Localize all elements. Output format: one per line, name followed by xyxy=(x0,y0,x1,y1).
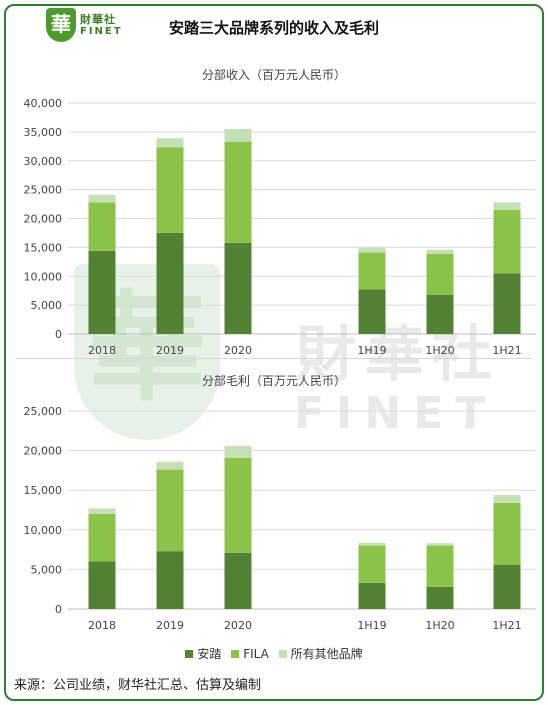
gross-profit-bar-other xyxy=(493,494,521,503)
revenue-x-tick-label: 2018 xyxy=(88,344,116,357)
gross-profit-bar-other xyxy=(426,543,454,546)
revenue-y-tick-label: 30,000 xyxy=(24,155,63,168)
gross-profit-bar-fila xyxy=(493,502,521,565)
gross-profit-x-tick-label: 2020 xyxy=(224,619,252,632)
revenue-bar-anta xyxy=(156,232,184,334)
revenue-y-tick-label: 20,000 xyxy=(24,213,63,226)
gross-profit-y-tick-label: 5,000 xyxy=(31,563,63,576)
gross-profit-bar-fila xyxy=(88,513,116,562)
legend-swatch-anta xyxy=(185,650,194,658)
gross-profit-bar-fila xyxy=(156,469,184,552)
revenue-bar-fila xyxy=(88,202,116,251)
watermark-text-en: FINET xyxy=(294,388,498,439)
legend: 安踏 FILA 所有其他品牌 xyxy=(6,645,542,662)
gross-profit-x-tick-label: 1H20 xyxy=(425,619,454,632)
revenue-y-tick-label: 0 xyxy=(55,328,62,341)
revenue-bar-fila xyxy=(493,209,521,274)
revenue-bar-fila xyxy=(426,253,454,295)
gross-profit-x-tick-label: 2018 xyxy=(88,619,116,632)
finet-logo: 華 財華社 FINET xyxy=(46,8,156,42)
revenue-x-tick-label: 1H19 xyxy=(357,344,386,357)
gross-profit-bar-other xyxy=(88,508,116,514)
revenue-y-tick-label: 35,000 xyxy=(24,126,63,139)
legend-item-other: 所有其他品牌 xyxy=(278,645,363,662)
revenue-bar-other xyxy=(426,249,454,254)
revenue-bar-other xyxy=(156,138,184,148)
revenue-chart: 0 5,000 10,000 15,000 20,000 25,000 30,000 35,0… xyxy=(24,97,536,357)
revenue-y-tick-label: 25,000 xyxy=(24,184,63,197)
revenue-bar-fila xyxy=(156,147,184,233)
revenue-bar-anta xyxy=(224,242,252,334)
gross-profit-bar-fila xyxy=(224,457,252,553)
gross-profit-y-tick-label: 25,000 xyxy=(24,405,63,418)
source-note: 来源：公司业绩，财华社汇总、估算及编制 xyxy=(14,678,262,693)
main-title: 安踏三大品牌系列的收入及毛利 xyxy=(168,19,379,37)
revenue-bar-anta xyxy=(493,273,521,334)
gross-profit-bar-fila xyxy=(358,545,386,583)
gross-profit-x-tick-label: 2019 xyxy=(156,619,184,632)
legend-label-fila: FILA xyxy=(243,647,269,661)
revenue-y-tick-label: 15,000 xyxy=(24,241,63,254)
gross-profit-bar-anta xyxy=(493,564,521,609)
gross-profit-bar-anta xyxy=(426,586,454,609)
logo-badge-icon: 華 xyxy=(46,8,76,42)
logo-text-cn: 財華社 xyxy=(80,13,116,26)
gross-profit-bar-fila xyxy=(426,545,454,587)
gross-profit-x-tick-label: 1H19 xyxy=(357,619,386,632)
logo-text-en: FINET xyxy=(80,26,123,37)
gross-profit-bar-other xyxy=(358,542,386,546)
revenue-x-tick-label: 2020 xyxy=(224,344,252,357)
chart-divider xyxy=(16,358,532,359)
gross-profit-bar-other xyxy=(156,461,184,470)
gross-profit-bar-anta xyxy=(156,551,184,609)
revenue-y-tick-label: 10,000 xyxy=(24,270,63,283)
revenue-bar-other xyxy=(88,194,116,203)
revenue-bar-fila xyxy=(358,252,386,290)
revenue-bar-anta xyxy=(88,250,116,334)
revenue-x-tick-label: 1H21 xyxy=(492,344,521,357)
revenue-y-tick-label: 40,000 xyxy=(24,97,63,110)
gross-profit-bar-other xyxy=(224,445,252,458)
gross-profit-y-tick-label: 10,000 xyxy=(24,524,63,537)
gross-profit-bar-anta xyxy=(88,561,116,609)
legend-item-anta: 安踏 xyxy=(185,645,221,662)
gross-profit-y-tick-label: 0 xyxy=(55,603,62,616)
revenue-bar-anta xyxy=(358,289,386,334)
gross-profit-y-tick-label: 20,000 xyxy=(24,445,63,458)
revenue-x-tick-label: 1H20 xyxy=(425,344,454,357)
gross-profit-x-tick-label: 1H21 xyxy=(492,619,521,632)
legend-swatch-other xyxy=(278,650,287,658)
revenue-x-tick-label: 2019 xyxy=(156,344,184,357)
legend-label-anta: 安踏 xyxy=(197,647,222,661)
gross-profit-chart-title: 分部毛利（百万元人民币） xyxy=(201,374,346,388)
legend-item-fila: FILA xyxy=(231,647,269,661)
chart-frame: 華 財華社 FINET 華 財華社 FINET 安踏三大品牌系列的收入及毛利 分… xyxy=(4,4,544,701)
revenue-bar-anta xyxy=(426,294,454,334)
revenue-bar-other xyxy=(493,202,521,210)
revenue-chart-title: 分部收入（百万元人民币） xyxy=(201,68,346,82)
gross-profit-bar-anta xyxy=(224,552,252,609)
legend-swatch-fila xyxy=(231,650,240,658)
gross-profit-y-tick-label: 15,000 xyxy=(24,484,63,497)
legend-label-other: 所有其他品牌 xyxy=(290,647,363,661)
revenue-y-tick-label: 5,000 xyxy=(31,299,63,312)
revenue-bar-other xyxy=(224,128,252,142)
gross-profit-chart: 0 5,000 10,000 15,000 20,000 25,000 2018 2019 20… xyxy=(24,405,536,632)
revenue-bar-other xyxy=(358,247,386,253)
gross-profit-bar-anta xyxy=(358,582,386,609)
watermark-text-cn: 財華社 xyxy=(296,320,500,390)
revenue-bar-fila xyxy=(224,141,252,243)
